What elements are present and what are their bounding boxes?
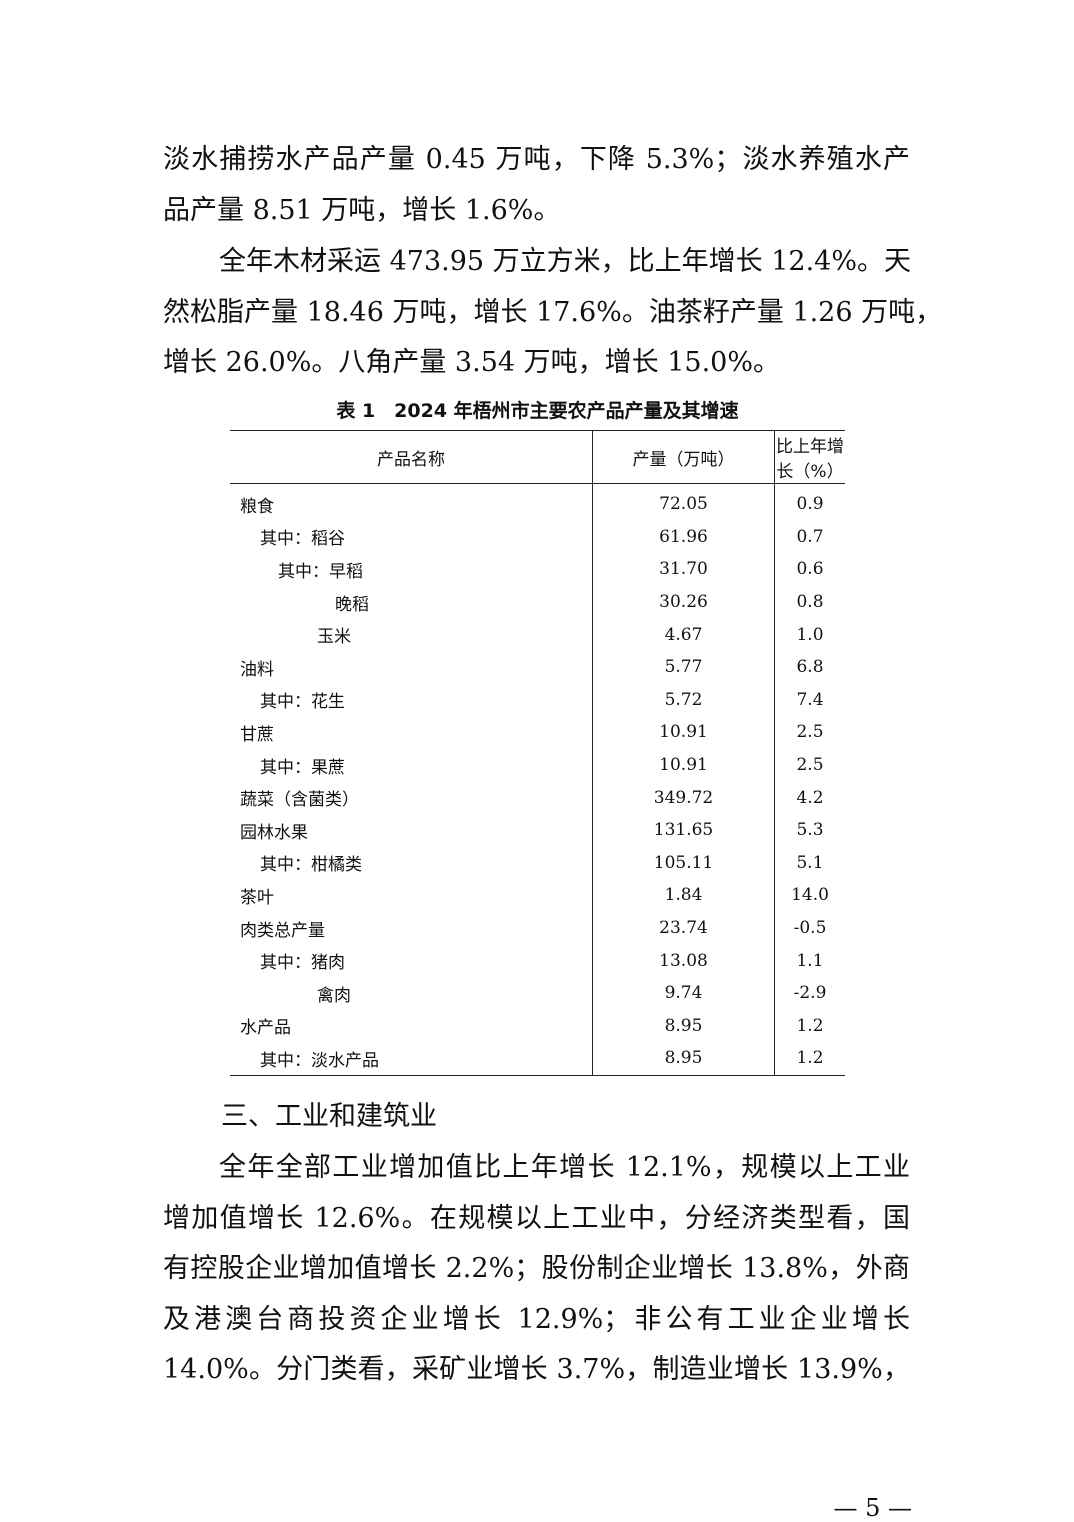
cell-product-name: 玉米 — [317, 627, 351, 648]
table-caption: 表 1 2024 年梧州市主要农产品产量及其增速 — [336, 400, 739, 422]
text-line: 有控股企业增加值增长 2.2%；股份制企业增长 13.8%，外商 — [163, 1253, 910, 1284]
table-row: 蔬菜（含菌类） 349.72 4.2 — [230, 781, 845, 814]
cell-growth: 14.0 — [774, 879, 845, 912]
cell-growth: 1.0 — [774, 618, 845, 651]
page-number: — 5 — — [833, 1494, 912, 1522]
cell-product-name: 茶叶 — [240, 887, 274, 908]
cell-growth: 0.8 — [774, 585, 845, 619]
cell-output: 10.91 — [592, 716, 775, 749]
cell-product-name: 其中：柑橘类 — [260, 855, 362, 876]
table-row: 粮食 72.05 0.9 — [230, 483, 845, 521]
cell-product-name: 粮食 — [240, 496, 274, 517]
cell-growth: 5.3 — [774, 813, 845, 847]
cell-output: 5.77 — [592, 650, 775, 684]
cell-output: 105.11 — [592, 846, 775, 880]
cell-product-name: 园林水果 — [240, 822, 308, 843]
cell-product-name: 晚稻 — [335, 594, 369, 615]
cell-output: 10.91 — [592, 748, 775, 782]
cell-product-name: 其中：淡水产品 — [230, 1042, 593, 1076]
cell-output: 131.65 — [592, 813, 775, 847]
table-row: 水产品 8.95 1.2 — [230, 1009, 845, 1043]
paragraph-fishery: 淡水捕捞水产品产量 0.45 万吨，下降 5.3%；淡水养殖水产 品产量 8.51… — [163, 135, 910, 236]
cell-growth: 2.5 — [774, 748, 845, 782]
cell-product-name: 水产品 — [240, 1018, 291, 1039]
cell-output: 1.84 — [592, 879, 775, 912]
cell-growth: 1.2 — [774, 1009, 845, 1043]
text-line: 及港澳台商投资企业增长 12.9%；非公有工业企业增长 — [163, 1303, 910, 1335]
cell-product-name: 蔬菜（含菌类） — [240, 790, 359, 811]
table-row: 晚稻 30.26 0.8 — [230, 585, 845, 619]
cell-output: 5.72 — [592, 683, 775, 717]
table-row: 其中：稻谷 61.96 0.7 — [230, 520, 845, 554]
cell-growth: 2.5 — [774, 716, 845, 749]
cell-output: 31.70 — [592, 553, 775, 586]
text-line: 淡水捕捞水产品产量 0.45 万吨，下降 5.3%；淡水养殖水产 — [163, 144, 910, 175]
header-output: 产量（万吨） — [592, 430, 775, 484]
cell-product-name: 肉类总产量 — [240, 920, 325, 941]
cell-growth: 0.9 — [774, 483, 845, 521]
cell-growth: 0.7 — [774, 520, 845, 554]
table-row: 其中：柑橘类 105.11 5.1 — [230, 846, 845, 880]
paragraph-forestry: 全年木材采运 473.95 万立方米，比上年增长 12.4%。天然松脂产量 18… — [163, 237, 943, 389]
text-line: 增加值增长 12.6%。在规模以上工业中，分经济类型看，国 — [163, 1202, 910, 1234]
cell-output: 349.72 — [592, 781, 775, 814]
cell-product-name: 其中：花生 — [260, 692, 345, 713]
cell-product-name: 其中：果蔗 — [260, 757, 345, 778]
table-row: 其中：猪肉 13.08 1.1 — [230, 944, 845, 977]
cell-growth: 7.4 — [774, 683, 845, 717]
table-row: 其中：早稻 31.70 0.6 — [230, 553, 845, 586]
text-line: 然松脂产量 18.46 万吨，增长 17.6%。油茶籽产量 1.26 万吨， — [163, 296, 943, 328]
cell-output: 61.96 — [592, 520, 775, 554]
cell-growth: 1.2 — [774, 1042, 845, 1076]
text-line: 14.0%。分门类看，采矿业增长 3.7%，制造业增长 13.9%， — [163, 1354, 910, 1385]
cell-growth: 1.1 — [774, 944, 845, 977]
header-product-name: 产品名称 — [230, 430, 593, 484]
table-row: 其中：果蔗 10.91 2.5 — [230, 748, 845, 782]
table-row: 油料 5.77 6.8 — [230, 650, 845, 684]
cell-product-name: 油料 — [240, 659, 274, 680]
cell-growth: 5.1 — [774, 846, 845, 880]
header-growth: 比上年增长（%） — [774, 430, 845, 484]
cell-product-name: 其中：猪肉 — [260, 953, 345, 974]
paragraph-industry: 全年全部工业增加值比上年增长 12.1%，规模以上工业增加值增长 12.6%。在… — [163, 1143, 910, 1396]
table-row: 玉米 4.67 1.0 — [230, 618, 845, 651]
cell-output: 4.67 — [592, 618, 775, 651]
cell-output: 9.74 — [592, 976, 775, 1010]
cell-product-name: 禽肉 — [317, 985, 351, 1006]
text-line: 品产量 8.51 万吨，增长 1.6%。 — [163, 194, 561, 226]
cell-growth: 6.8 — [774, 650, 845, 684]
table-row: 其中：淡水产品 8.95 1.2 — [230, 1042, 845, 1076]
cell-growth: 4.2 — [774, 781, 845, 814]
section-heading: 三、工业和建筑业 — [221, 1101, 437, 1132]
table-row: 其中：花生 5.72 7.4 — [230, 683, 845, 717]
cell-product-name: 甘蔗 — [240, 724, 274, 745]
cell-growth: -2.9 — [774, 976, 845, 1010]
text-line: 全年木材采运 473.95 万立方米，比上年增长 12.4%。天 — [219, 246, 911, 277]
cell-output: 23.74 — [592, 911, 775, 945]
cell-product-name: 其中：稻谷 — [260, 529, 345, 550]
text-line: 全年全部工业增加值比上年增长 12.1%，规模以上工业 — [219, 1152, 910, 1183]
cell-output: 13.08 — [592, 944, 775, 977]
cell-output: 72.05 — [592, 483, 775, 521]
table-header-row: 产品名称 产量（万吨） 比上年增长（%） — [230, 430, 845, 484]
agri-products-table: 产品名称 产量（万吨） 比上年增长（%） 粮食 72.05 0.9 其中：稻谷 61.9… — [230, 430, 845, 1076]
cell-growth: -0.5 — [774, 911, 845, 945]
cell-product-name: 其中：早稻 — [278, 561, 363, 582]
table-row: 肉类总产量 23.74 -0.5 — [230, 911, 845, 945]
text-line: 增长 26.0%。八角产量 3.54 万吨，增长 15.0%。 — [163, 347, 780, 378]
cell-output: 8.95 — [592, 1042, 775, 1076]
table-row: 甘蔗 10.91 2.5 — [230, 716, 845, 749]
table-row: 禽肉 9.74 -2.9 — [230, 976, 845, 1010]
cell-growth: 0.6 — [774, 553, 845, 586]
cell-output: 30.26 — [592, 585, 775, 619]
cell-output: 8.95 — [592, 1009, 775, 1043]
table-row: 茶叶 1.84 14.0 — [230, 879, 845, 912]
table-row: 园林水果 131.65 5.3 — [230, 813, 845, 847]
